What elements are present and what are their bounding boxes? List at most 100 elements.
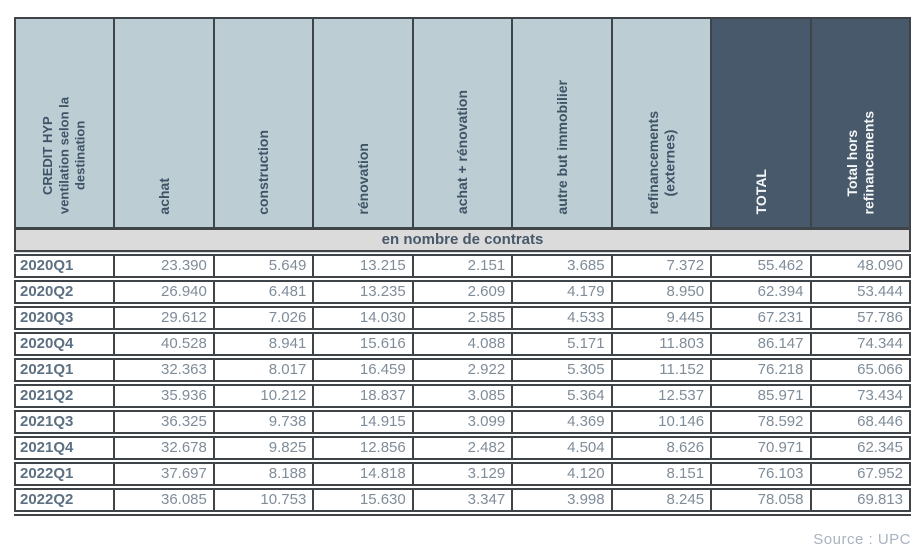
table-row: 2021Q2 35.936 10.212 18.837 3.085 5.364 12.537… [13, 379, 911, 412]
value-cell: 4.179 [511, 275, 613, 308]
value-cell: 14.915 [312, 405, 414, 438]
value-cell: 4.504 [511, 431, 613, 464]
row-period-label: 2021Q1 [13, 353, 116, 386]
value-cell: 13.235 [312, 275, 414, 308]
value-cell: 3.347 [411, 483, 514, 516]
table-row: 2021Q3 36.325 9.738 14.915 3.099 4.369 10.146 7… [13, 405, 911, 438]
value-cell: 7.372 [610, 249, 713, 282]
column-header-label: achat [155, 177, 172, 215]
column-header: rénovation [312, 17, 414, 229]
value-cell: 8.626 [610, 431, 713, 464]
row-period-label: 2020Q1 [13, 249, 116, 282]
value-cell: 26.940 [113, 275, 215, 308]
value-cell: 12.856 [312, 431, 414, 464]
table-row: 2022Q1 37.697 8.188 14.818 3.129 4.120 8.151 76… [13, 457, 911, 490]
value-cell: 3.099 [411, 405, 514, 438]
value-cell: 32.363 [113, 353, 215, 386]
row-period-label: 2020Q4 [13, 327, 116, 360]
value-cell: 65.066 [809, 353, 911, 386]
value-cell: 8.950 [610, 275, 713, 308]
table-row: 2020Q1 23.390 5.649 13.215 2.151 3.685 7.372 55… [13, 249, 911, 282]
table-row: 2022Q2 36.085 10.753 15.630 3.347 3.998 8.245 7… [13, 483, 911, 516]
value-cell: 29.612 [113, 301, 215, 334]
value-cell: 8.188 [212, 457, 315, 490]
value-cell: 35.936 [113, 379, 215, 412]
column-header: construction [212, 17, 315, 229]
value-cell: 37.697 [113, 457, 215, 490]
value-cell: 12.537 [610, 379, 713, 412]
row-period-label: 2022Q1 [13, 457, 116, 490]
column-header: achat + rénovation [411, 17, 514, 229]
value-cell: 9.825 [212, 431, 315, 464]
value-cell: 67.952 [809, 457, 911, 490]
corner-header-label: CREDIT HYP ventilation selon la destinat… [40, 97, 88, 215]
row-period-label: 2021Q4 [13, 431, 116, 464]
value-cell: 3.998 [511, 483, 613, 516]
corner-header: CREDIT HYP ventilation selon la destinat… [13, 17, 116, 229]
column-header-label: TOTAL [752, 169, 769, 215]
value-cell: 48.090 [809, 249, 911, 282]
column-header: Total hors refinancements [809, 17, 911, 229]
column-header: TOTAL [710, 17, 812, 229]
value-cell: 10.146 [610, 405, 713, 438]
value-cell: 10.212 [212, 379, 315, 412]
value-cell: 8.017 [212, 353, 315, 386]
column-header: autre but immobilier [511, 17, 613, 229]
column-header-label: autre but immobilier [553, 79, 570, 215]
column-header: refinancements (externes) [610, 17, 713, 229]
value-cell: 23.390 [113, 249, 215, 282]
value-cell: 4.120 [511, 457, 613, 490]
row-period-label: 2022Q2 [13, 483, 116, 516]
value-cell: 78.592 [710, 405, 812, 438]
row-period-label: 2020Q2 [13, 275, 116, 308]
column-header-label: construction [255, 129, 272, 215]
column-header-label: Total hors refinancements [843, 111, 877, 215]
value-cell: 5.364 [511, 379, 613, 412]
value-cell: 15.630 [312, 483, 414, 516]
value-cell: 70.971 [710, 431, 812, 464]
value-cell: 74.344 [809, 327, 911, 360]
value-cell: 78.058 [710, 483, 812, 516]
value-cell: 11.152 [610, 353, 713, 386]
value-cell: 8.941 [212, 327, 315, 360]
value-cell: 62.345 [809, 431, 911, 464]
value-cell: 2.482 [411, 431, 514, 464]
value-cell: 4.369 [511, 405, 613, 438]
table-row: 2020Q4 40.528 8.941 15.616 4.088 5.171 11.803 8… [13, 327, 911, 360]
value-cell: 62.394 [710, 275, 812, 308]
row-period-label: 2020Q3 [13, 301, 116, 334]
row-period-label: 2021Q2 [13, 379, 116, 412]
value-cell: 32.678 [113, 431, 215, 464]
value-cell: 85.971 [710, 379, 812, 412]
value-cell: 7.026 [212, 301, 315, 334]
section-band-row: en nombre de contrats [14, 226, 911, 254]
value-cell: 68.446 [809, 405, 911, 438]
column-header-label: refinancements (externes) [644, 111, 678, 215]
table-row: 2020Q2 26.940 6.481 13.235 2.609 4.179 8.950 62… [13, 275, 911, 308]
value-cell: 8.151 [610, 457, 713, 490]
value-cell: 69.813 [809, 483, 911, 516]
value-cell: 8.245 [610, 483, 713, 516]
value-cell: 6.481 [212, 275, 315, 308]
value-cell: 4.088 [411, 327, 514, 360]
value-cell: 73.434 [809, 379, 911, 412]
value-cell: 14.818 [312, 457, 414, 490]
value-cell: 18.837 [312, 379, 414, 412]
value-cell: 10.753 [212, 483, 315, 516]
value-cell: 5.305 [511, 353, 613, 386]
column-header-label: rénovation [354, 142, 371, 215]
value-cell: 3.129 [411, 457, 514, 490]
value-cell: 67.231 [710, 301, 812, 334]
value-cell: 14.030 [312, 301, 414, 334]
value-cell: 5.171 [511, 327, 613, 360]
value-cell: 36.085 [113, 483, 215, 516]
value-cell: 2.922 [411, 353, 514, 386]
value-cell: 3.085 [411, 379, 514, 412]
section-band-label: en nombre de contrats [14, 226, 911, 254]
value-cell: 16.459 [312, 353, 414, 386]
value-cell: 53.444 [809, 275, 911, 308]
value-cell: 2.609 [411, 275, 514, 308]
value-cell: 15.616 [312, 327, 414, 360]
table-row: 2021Q4 32.678 9.825 12.856 2.482 4.504 8.626 70… [13, 431, 911, 464]
value-cell: 2.585 [411, 301, 514, 334]
